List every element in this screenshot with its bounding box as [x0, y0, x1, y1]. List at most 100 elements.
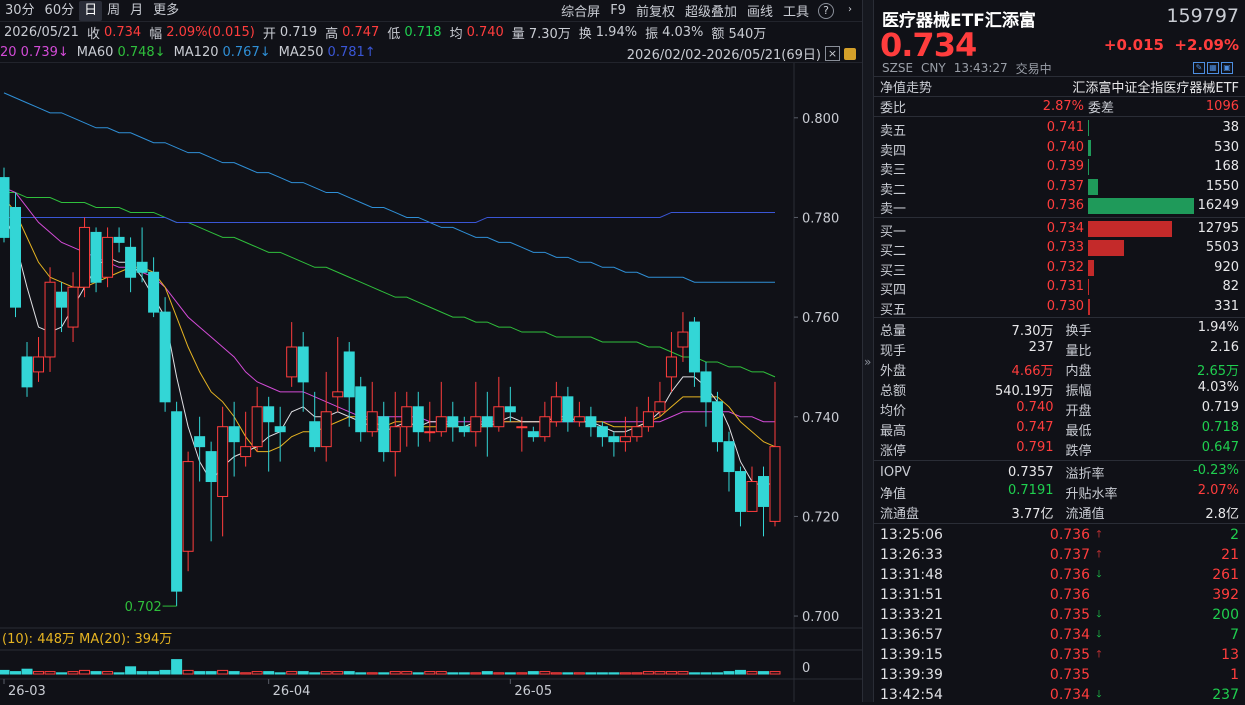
volume-bar: [724, 672, 734, 674]
level-label: 买五: [880, 299, 906, 318]
candle-body: [195, 437, 205, 447]
candle-body: [206, 452, 216, 482]
collapse-arrow-icon[interactable]: »: [864, 355, 871, 369]
candle-body: [689, 322, 699, 372]
tool-item[interactable]: 工具: [778, 1, 814, 20]
stat-value: 7.30万: [1012, 320, 1054, 339]
volume-bar: [471, 673, 481, 674]
tool-item[interactable]: 超级叠加: [680, 1, 742, 20]
volume-bar: [22, 669, 32, 674]
stat-value: 0.7191: [1008, 483, 1054, 502]
candle-body: [172, 412, 182, 591]
volume-axis-label: 0: [802, 661, 810, 676]
stat-label: 现手: [880, 340, 906, 359]
tool-item[interactable]: 画线: [742, 1, 778, 20]
candle-body: [597, 427, 607, 437]
tick-volume: 2: [1230, 527, 1239, 543]
turn-value: 1.94%: [596, 25, 637, 40]
candle-body: [735, 472, 745, 512]
edit-icon[interactable]: ✎: [1193, 62, 1205, 74]
date-range: 2026/02/02-2026/05/21(69日) ×: [627, 44, 856, 63]
candle-body: [724, 442, 734, 472]
tab-period[interactable]: 日: [79, 1, 102, 21]
tab-period[interactable]: 更多: [148, 1, 184, 21]
volume-bar: [551, 673, 561, 674]
tool-item[interactable]: F9: [605, 3, 631, 18]
grid-icon[interactable]: ▦: [1207, 62, 1219, 74]
volume-bar: [91, 672, 101, 674]
candle-body: [482, 417, 492, 427]
volume-bar: [68, 672, 78, 674]
nav-trend-row[interactable]: 净值走势 汇添富中证全指医疗器械ETF: [874, 77, 1245, 97]
tool-item[interactable]: 综合屏: [556, 1, 605, 20]
tick-volume: 21: [1221, 547, 1239, 563]
volume-bar: [655, 672, 665, 674]
date-range-text[interactable]: 2026/02/02-2026/05/21(69日): [627, 44, 821, 63]
help-icon[interactable]: ?: [818, 3, 834, 19]
tick-volume: 7: [1230, 627, 1239, 643]
tab-period[interactable]: 月: [125, 1, 148, 21]
info-date: 2026/05/21: [4, 25, 79, 40]
stat-value: 0.647: [1202, 440, 1239, 459]
candle-body: [747, 482, 757, 512]
volume-bar: [57, 673, 67, 674]
candle-body: [379, 417, 389, 452]
lock-icon[interactable]: [844, 48, 856, 60]
candle-body: [528, 432, 538, 437]
quote-header: 医疗器械ETF汇添富 159797 0.734 +0.015 +2.09%: [874, 0, 1245, 60]
stat-value: 540.19万: [995, 380, 1054, 399]
candle-body: [643, 412, 653, 427]
close-range-icon[interactable]: ×: [825, 46, 840, 61]
candle-body: [22, 357, 32, 387]
down-arrow-icon: 🡓: [1090, 627, 1108, 644]
stat-label: 换手: [1066, 320, 1092, 339]
vol-value: 7.30万: [529, 23, 571, 42]
stat-value: 2.65万: [1197, 360, 1239, 379]
volume-bar: [517, 673, 527, 674]
window-icon[interactable]: ▣: [1221, 62, 1233, 74]
ma250-value: 0.781↑: [328, 45, 376, 60]
level-volume-bar: [1088, 279, 1089, 295]
level-price: 0.731: [1024, 279, 1084, 294]
stat-label: 最高: [880, 420, 906, 439]
amp-label: 振: [645, 23, 658, 42]
expand-arrow-icon[interactable]: ›: [842, 3, 858, 19]
candle-body: [678, 332, 688, 347]
tab-period[interactable]: 30分: [0, 1, 40, 21]
volume-bar: [252, 672, 262, 674]
tab-period[interactable]: 60分: [40, 1, 80, 21]
change-label: 幅: [149, 23, 162, 42]
tab-period[interactable]: 周: [102, 1, 125, 21]
tool-item[interactable]: 前复权: [631, 1, 680, 20]
candle-body: [149, 272, 159, 312]
volume-bar: [183, 670, 193, 674]
stat-label: 流通盘: [880, 503, 919, 522]
candle-body: [333, 392, 343, 397]
level-volume-bar: [1088, 140, 1091, 156]
panel-divider[interactable]: »: [862, 0, 874, 702]
kline-chart[interactable]: 0.8000.7800.7600.7400.7200.7000.702(10):…: [0, 63, 862, 702]
candle-body: [505, 407, 515, 412]
tick-volume: 237: [1212, 687, 1239, 703]
tick-time: 13:25:06: [880, 527, 1030, 543]
ma60-value: 0.748↓: [117, 45, 165, 60]
candle-body: [275, 427, 285, 432]
